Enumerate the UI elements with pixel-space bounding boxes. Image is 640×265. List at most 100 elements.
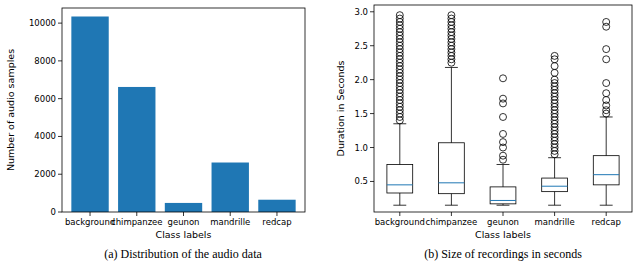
x-tick — [230, 212, 231, 216]
plot-frame — [374, 5, 632, 212]
y-tick — [370, 147, 374, 148]
upper-whisker — [399, 124, 400, 165]
flier — [500, 113, 507, 120]
flier — [603, 18, 610, 25]
flier — [448, 12, 455, 19]
upper-whisker — [451, 67, 452, 142]
figure: 0200040006000800010000Number of audio sa… — [0, 0, 640, 265]
flier — [500, 130, 507, 137]
y-tick — [58, 174, 62, 175]
flier — [551, 76, 558, 83]
x-tick-label: geunon — [168, 217, 200, 227]
x-tick — [276, 212, 277, 216]
box — [439, 143, 465, 194]
x-tick-label: mandrille — [535, 217, 575, 227]
x-tick-label: mandrille — [210, 217, 250, 227]
x-tick — [451, 212, 452, 216]
box-group — [490, 75, 516, 205]
flier — [500, 152, 507, 159]
flier — [500, 139, 507, 146]
bar — [165, 203, 202, 212]
flier — [603, 56, 610, 63]
plot-area — [387, 12, 619, 206]
x-tick-label: redcap — [262, 217, 291, 227]
y-tick — [58, 136, 62, 137]
x-tick-label: chimpanzee — [111, 217, 163, 227]
bar — [118, 87, 155, 212]
upper-whisker — [554, 158, 555, 178]
flier — [603, 97, 610, 104]
x-tick-label: chimpanzee — [426, 217, 478, 227]
lower-cap — [600, 205, 613, 206]
lower-whisker — [554, 192, 555, 206]
median — [387, 184, 413, 185]
y-tick-label: 2000 — [34, 169, 56, 179]
lower-cap — [497, 205, 510, 206]
flier — [500, 75, 507, 82]
flier — [603, 90, 610, 97]
y-tick — [58, 212, 62, 213]
x-tick — [183, 212, 184, 216]
y-tick-label: 1.0 — [354, 143, 368, 153]
lower-cap — [548, 205, 561, 206]
y-tick-label: 8000 — [34, 56, 56, 66]
lower-cap — [393, 205, 406, 206]
box — [593, 156, 619, 185]
lower-cap — [445, 205, 458, 206]
upper-cap — [497, 164, 510, 165]
y-tick-label: 1.5 — [354, 109, 368, 119]
lower-whisker — [606, 185, 607, 205]
y-tick-label: 6000 — [34, 94, 56, 104]
lower-whisker — [399, 193, 400, 205]
y-tick-label: 0 — [51, 207, 56, 217]
box — [542, 178, 568, 192]
y-tick — [58, 23, 62, 24]
x-tick — [90, 212, 91, 216]
x-tick — [399, 212, 400, 216]
bar — [71, 17, 108, 213]
upper-cap — [445, 67, 458, 68]
x-tick-label: background — [65, 217, 115, 227]
flier — [551, 63, 558, 70]
y-tick — [370, 79, 374, 80]
x-tick-label: redcap — [592, 217, 621, 227]
median — [542, 186, 568, 187]
flier — [603, 46, 610, 53]
flier — [603, 80, 610, 87]
x-tick-label: geunon — [487, 217, 519, 227]
caption: (a) Distribution of the audio data — [104, 247, 262, 261]
flier — [551, 69, 558, 76]
flier — [500, 95, 507, 102]
box — [490, 187, 516, 204]
y-tick-label: 0.5 — [354, 176, 368, 186]
x-tick — [606, 212, 607, 216]
median — [439, 182, 465, 183]
flier — [396, 12, 403, 19]
y-axis-label: Duration in Seconds — [335, 61, 346, 157]
flier — [551, 52, 558, 59]
bar — [258, 200, 295, 212]
y-tick — [370, 45, 374, 46]
y-tick — [370, 11, 374, 12]
median — [490, 200, 516, 201]
box — [387, 164, 413, 193]
y-tick — [370, 181, 374, 182]
y-tick-label: 2.5 — [354, 41, 368, 51]
box-group — [542, 52, 568, 205]
axes-0: 0200040006000800010000Number of audio sa… — [5, 18, 292, 261]
y-axis-label: Number of audio samples — [5, 49, 16, 171]
y-tick-label: 3.0 — [354, 7, 368, 17]
median — [593, 174, 619, 175]
upper-whisker — [503, 164, 504, 186]
x-tick — [554, 212, 555, 216]
y-tick-label: 10000 — [29, 18, 56, 28]
y-tick-label: 2.0 — [354, 75, 368, 85]
x-tick — [136, 212, 137, 216]
y-tick — [58, 60, 62, 61]
box-group — [439, 12, 465, 206]
caption: (b) Size of recordings in seconds — [424, 247, 582, 261]
box-group — [387, 12, 413, 206]
axes-1: 0.51.01.52.02.53.0Duration in SecondsCla… — [335, 7, 621, 261]
x-axis-label: Class labels — [156, 229, 212, 240]
x-tick-label: background — [375, 217, 425, 227]
